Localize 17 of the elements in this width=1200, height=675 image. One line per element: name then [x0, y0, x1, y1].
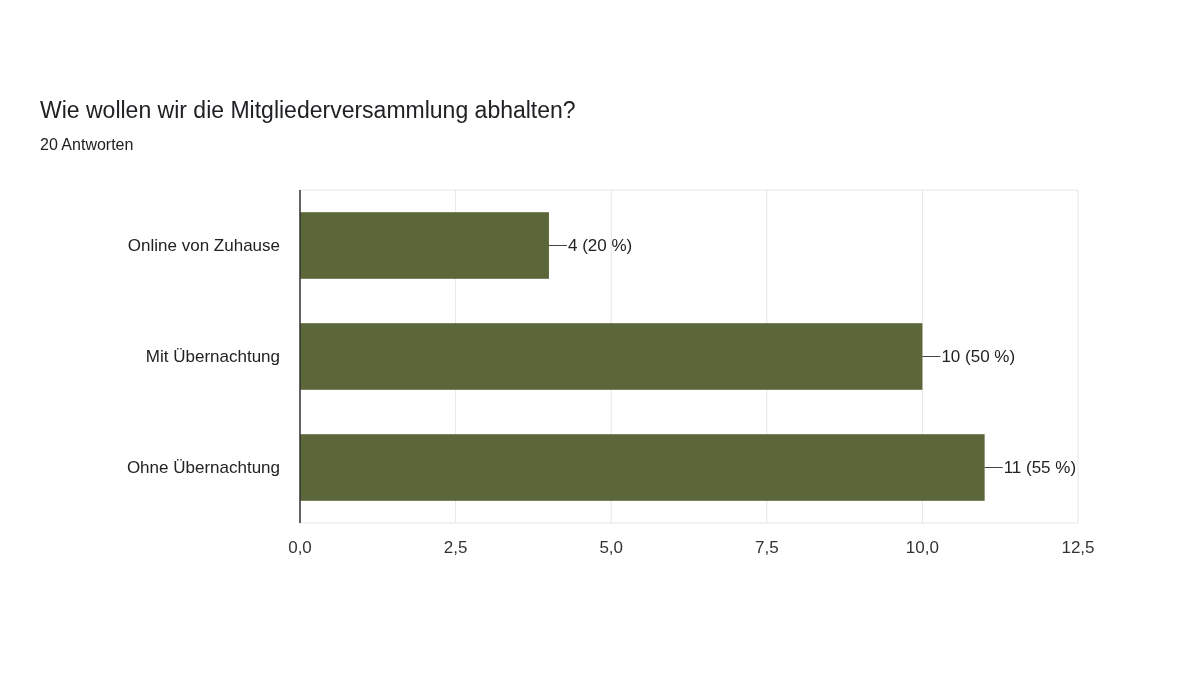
- bar: [300, 323, 923, 390]
- y-tick-label: Ohne Übernachtung: [126, 458, 280, 478]
- data-label: 10 (50 %): [941, 347, 1016, 367]
- x-tick-label: 0,0: [288, 538, 312, 557]
- bar: [300, 434, 985, 501]
- bar: [300, 212, 549, 279]
- text: 20 Antworten: [40, 136, 134, 153]
- data-label: 11 (55 %): [1003, 458, 1077, 478]
- chart-title: Wie wollen wir die Mitgliederversammlung abhalten?: [40, 97, 576, 123]
- x-tick-label: 2,5: [443, 538, 468, 557]
- x-tick-label: 7,5: [754, 538, 779, 557]
- data-label: 4 (20 %): [567, 236, 633, 256]
- x-tick-label: 12,5: [1061, 538, 1095, 557]
- x-tick-label: 5,0: [599, 538, 624, 557]
- x-tick-label: 10,0: [905, 538, 939, 557]
- y-tick-label: Online von Zuhause: [127, 236, 280, 256]
- y-tick-label: Mit Übernachtung: [145, 347, 280, 367]
